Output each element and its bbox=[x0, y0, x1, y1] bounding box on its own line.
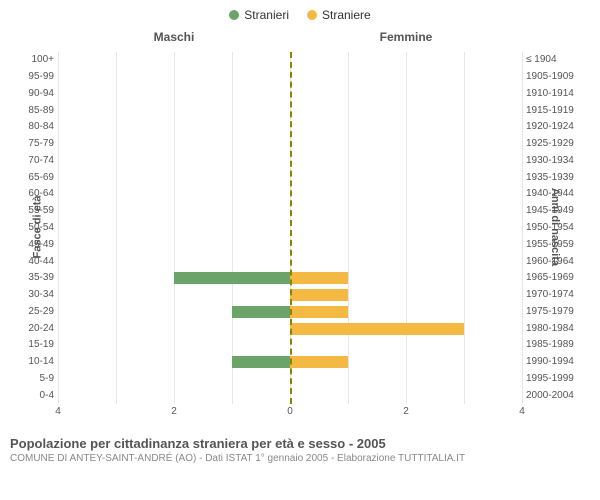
x-axis-ticks: 4 2 0 2 4 bbox=[58, 406, 522, 420]
swatch-male bbox=[229, 10, 239, 20]
center-line bbox=[290, 52, 292, 404]
column-title-male: Maschi bbox=[58, 30, 290, 44]
legend-label-female: Straniere bbox=[322, 8, 371, 22]
plot-area: 100+≤ 190495-991905-190990-941910-191485… bbox=[58, 52, 522, 404]
row-label-birth: 2000-2004 bbox=[522, 388, 574, 404]
row-label-birth: 1935-1939 bbox=[522, 170, 574, 186]
x-tick: 4 bbox=[55, 406, 61, 417]
row-label-birth: 1955-1959 bbox=[522, 237, 574, 253]
row-label-age: 85-89 bbox=[28, 103, 58, 119]
row-label-age: 70-74 bbox=[28, 153, 58, 169]
row-label-age: 100+ bbox=[31, 52, 58, 68]
bar-female bbox=[290, 289, 348, 301]
row-label-age: 90-94 bbox=[28, 86, 58, 102]
row-label-age: 65-69 bbox=[28, 170, 58, 186]
row-label-birth: 1985-1989 bbox=[522, 337, 574, 353]
row-label-age: 25-29 bbox=[28, 304, 58, 320]
legend-item-male: Stranieri bbox=[229, 8, 289, 22]
row-label-birth: 1960-1964 bbox=[522, 254, 574, 270]
row-label-age: 35-39 bbox=[28, 270, 58, 286]
bar-female bbox=[290, 323, 464, 335]
legend-item-female: Straniere bbox=[307, 8, 371, 22]
row-label-birth: 1970-1974 bbox=[522, 287, 574, 303]
chart-subtitle: COMUNE DI ANTEY-SAINT-ANDRÉ (AO) - Dati … bbox=[10, 453, 590, 464]
x-tick: 0 bbox=[287, 406, 293, 417]
row-label-age: 95-99 bbox=[28, 69, 58, 85]
row-label-age: 0-4 bbox=[40, 388, 58, 404]
bar-male bbox=[232, 356, 290, 368]
row-label-birth: 1995-1999 bbox=[522, 371, 574, 387]
row-label-age: 45-49 bbox=[28, 237, 58, 253]
bar-male bbox=[174, 272, 290, 284]
row-label-birth: 1905-1909 bbox=[522, 69, 574, 85]
row-label-birth: 1925-1929 bbox=[522, 136, 574, 152]
row-label-birth: 1975-1979 bbox=[522, 304, 574, 320]
row-label-birth: 1910-1914 bbox=[522, 86, 574, 102]
row-label-age: 30-34 bbox=[28, 287, 58, 303]
column-title-female: Femmine bbox=[290, 30, 522, 44]
row-label-birth: 1920-1924 bbox=[522, 119, 574, 135]
x-tick: 4 bbox=[519, 406, 525, 417]
row-label-age: 50-54 bbox=[28, 220, 58, 236]
chart-title: Popolazione per cittadinanza straniera p… bbox=[10, 436, 590, 451]
row-label-age: 40-44 bbox=[28, 254, 58, 270]
row-label-age: 75-79 bbox=[28, 136, 58, 152]
row-label-age: 55-59 bbox=[28, 203, 58, 219]
row-label-age: 10-14 bbox=[28, 354, 58, 370]
row-label-age: 20-24 bbox=[28, 321, 58, 337]
caption: Popolazione per cittadinanza straniera p… bbox=[0, 432, 600, 464]
legend-label-male: Stranieri bbox=[244, 8, 289, 22]
bar-female bbox=[290, 272, 348, 284]
row-label-birth: 1980-1984 bbox=[522, 321, 574, 337]
row-label-age: 60-64 bbox=[28, 186, 58, 202]
row-label-birth: 1945-1949 bbox=[522, 203, 574, 219]
row-label-age: 5-9 bbox=[40, 371, 58, 387]
bar-female bbox=[290, 356, 348, 368]
row-label-birth: 1965-1969 bbox=[522, 270, 574, 286]
row-label-birth: 1930-1934 bbox=[522, 153, 574, 169]
bar-male bbox=[232, 306, 290, 318]
x-tick: 2 bbox=[403, 406, 409, 417]
row-label-birth: 1915-1919 bbox=[522, 103, 574, 119]
row-label-age: 80-84 bbox=[28, 119, 58, 135]
chart: Fasce di età Anni di nascita Maschi Femm… bbox=[0, 22, 600, 432]
x-tick: 2 bbox=[171, 406, 177, 417]
row-label-age: 15-19 bbox=[28, 337, 58, 353]
row-label-birth: ≤ 1904 bbox=[522, 52, 557, 68]
row-label-birth: 1990-1994 bbox=[522, 354, 574, 370]
swatch-female bbox=[307, 10, 317, 20]
row-label-birth: 1940-1944 bbox=[522, 186, 574, 202]
legend: Stranieri Straniere bbox=[0, 0, 600, 22]
row-label-birth: 1950-1954 bbox=[522, 220, 574, 236]
bar-female bbox=[290, 306, 348, 318]
